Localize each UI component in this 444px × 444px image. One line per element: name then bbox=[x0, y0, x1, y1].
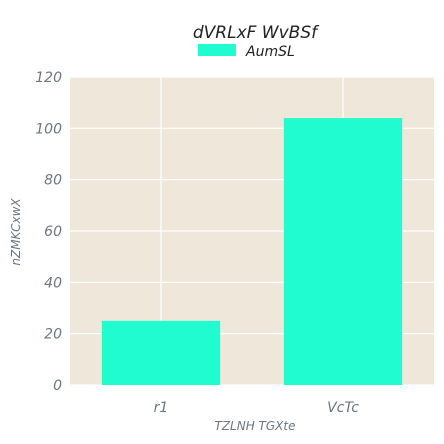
y-tick-label: 20 bbox=[44, 327, 62, 343]
y-tick-label: 100 bbox=[35, 121, 62, 137]
y-tick-label: 120 bbox=[35, 70, 62, 86]
bar-VcTc bbox=[283, 118, 403, 386]
x-tick-labels: r1 VcTc bbox=[154, 400, 360, 416]
y-tick-label: 60 bbox=[44, 224, 62, 240]
y-tick-label: 80 bbox=[44, 173, 62, 189]
legend-label: AumSL bbox=[245, 44, 295, 60]
y-tick-label: 40 bbox=[44, 275, 62, 291]
x-tick-label: r1 bbox=[154, 400, 169, 416]
x-tick-label: VcTc bbox=[327, 400, 359, 416]
legend: AumSL bbox=[198, 44, 295, 60]
y-tick-labels: 0 20 40 60 80 100 120 bbox=[35, 70, 62, 394]
x-axis-label: TZLNH TGXte bbox=[215, 419, 296, 433]
chart-title: dVRLxF WvBSf bbox=[193, 23, 320, 43]
bars bbox=[101, 118, 403, 386]
bar-r1 bbox=[101, 320, 221, 385]
y-tick-label: 0 bbox=[53, 378, 62, 394]
legend-swatch bbox=[198, 44, 236, 56]
y-axis-label: nZMKCxwX bbox=[9, 198, 23, 266]
